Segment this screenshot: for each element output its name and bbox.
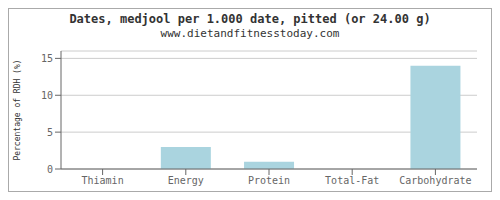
svg-text:5: 5 [47,127,53,138]
svg-text:Protein: Protein [248,175,290,186]
svg-text:Energy: Energy [168,175,204,186]
svg-text:Thiamin: Thiamin [82,175,124,186]
svg-text:Carbohydrate: Carbohydrate [399,175,471,186]
svg-text:10: 10 [41,90,53,101]
svg-text:Total-Fat: Total-Fat [325,175,379,186]
svg-text:15: 15 [41,53,53,64]
html-text:www.dietandfitnesstoday.com: www.dietandfitnesstoday.com [160,27,340,40]
html-text:Dates, medjool per 1.000 date,: Dates, medjool per 1.000 date, pitted (o… [69,12,431,26]
svg-text:Percentage of RDH (%): Percentage of RDH (%) [13,59,22,160]
svg-text:0: 0 [47,164,53,175]
